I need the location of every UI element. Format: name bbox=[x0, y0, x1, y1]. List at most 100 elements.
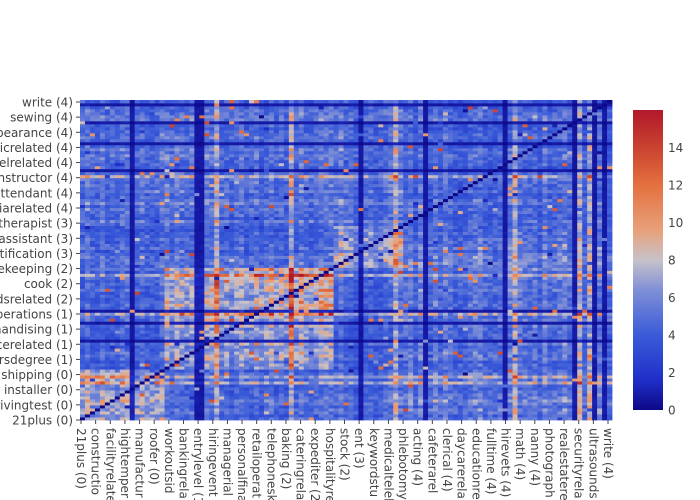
heatmap-cell bbox=[303, 306, 310, 310]
heatmap-cell bbox=[229, 387, 235, 391]
heatmap-cell bbox=[164, 336, 170, 340]
heatmap-cell bbox=[348, 288, 354, 292]
heatmap-cell bbox=[423, 321, 429, 325]
heatmap-cell bbox=[194, 345, 200, 349]
heatmap-cell bbox=[557, 369, 563, 373]
heatmap-cell bbox=[348, 402, 354, 406]
heatmap-cell bbox=[89, 360, 96, 364]
heatmap-cell bbox=[388, 339, 394, 343]
heatmap-cell bbox=[149, 333, 155, 337]
heatmap-cell bbox=[602, 327, 608, 331]
heatmap-cell bbox=[353, 369, 359, 373]
heatmap-cell bbox=[413, 369, 419, 373]
heatmap-cell bbox=[363, 363, 369, 367]
heatmap-cell bbox=[328, 399, 334, 403]
heatmap-cell bbox=[109, 300, 116, 304]
heatmap-cell bbox=[487, 312, 494, 316]
heatmap-cell bbox=[303, 285, 310, 289]
heatmap-cell bbox=[413, 363, 419, 367]
heatmap-cell bbox=[433, 297, 439, 301]
heatmap-cell bbox=[547, 414, 553, 418]
heatmap-cell bbox=[418, 402, 424, 406]
heatmap-cell bbox=[258, 309, 265, 313]
heatmap-cell bbox=[567, 345, 573, 349]
heatmap-cell bbox=[447, 306, 454, 310]
heatmap-cell bbox=[537, 363, 543, 367]
heatmap-cell bbox=[254, 279, 260, 283]
heatmap-cell bbox=[94, 327, 101, 331]
heatmap-cell bbox=[552, 348, 558, 352]
heatmap-cell bbox=[194, 330, 200, 334]
heatmap-cell bbox=[423, 393, 429, 397]
heatmap-cell bbox=[129, 333, 136, 337]
heatmap-cell bbox=[80, 378, 86, 382]
heatmap-cell bbox=[532, 351, 538, 355]
heatmap-cell bbox=[149, 387, 155, 391]
heatmap-cell bbox=[144, 357, 151, 361]
heatmap-cell bbox=[328, 300, 334, 304]
heatmap-cell bbox=[254, 297, 260, 301]
heatmap-cell bbox=[323, 396, 329, 400]
heatmap-cell bbox=[80, 303, 86, 307]
heatmap-cell bbox=[562, 309, 568, 313]
heatmap-cell bbox=[124, 375, 131, 379]
heatmap-cell bbox=[258, 366, 265, 370]
heatmap-cell bbox=[353, 321, 359, 325]
heatmap-cell bbox=[219, 300, 225, 304]
heatmap-cell bbox=[482, 312, 489, 316]
heatmap-cell bbox=[562, 387, 568, 391]
heatmap-cell bbox=[224, 354, 230, 358]
heatmap-cell bbox=[602, 333, 608, 337]
heatmap-cell bbox=[348, 375, 354, 379]
heatmap-cell bbox=[457, 393, 464, 397]
heatmap-cell bbox=[368, 300, 374, 304]
heatmap-cell bbox=[318, 399, 325, 403]
heatmap-cell bbox=[169, 363, 175, 367]
heatmap-cell bbox=[537, 366, 543, 370]
heatmap-cell bbox=[462, 303, 469, 307]
heatmap-cell bbox=[293, 312, 300, 316]
heatmap-cell bbox=[517, 297, 523, 301]
heatmap-cell bbox=[333, 318, 339, 322]
heatmap-cell bbox=[89, 414, 96, 418]
heatmap-cell bbox=[204, 345, 210, 349]
heatmap-cell bbox=[293, 318, 300, 322]
heatmap-cell bbox=[472, 417, 479, 421]
heatmap-cell bbox=[522, 393, 528, 397]
heatmap-cell bbox=[477, 414, 484, 418]
heatmap-cell bbox=[258, 297, 265, 301]
heatmap-cell bbox=[408, 294, 414, 298]
heatmap-cell bbox=[552, 321, 558, 325]
heatmap-cell bbox=[348, 360, 354, 364]
heatmap-cell bbox=[562, 297, 568, 301]
heatmap-cell bbox=[268, 306, 275, 310]
heatmap-cell bbox=[413, 414, 419, 418]
heatmap-cell bbox=[244, 366, 250, 370]
heatmap-cell bbox=[268, 333, 275, 337]
heatmap-cell bbox=[418, 285, 424, 289]
heatmap-cell bbox=[164, 366, 170, 370]
heatmap-cell bbox=[109, 324, 116, 328]
heatmap-cell bbox=[298, 393, 305, 397]
heatmap-cell bbox=[134, 387, 141, 391]
heatmap-cell bbox=[224, 291, 230, 295]
heatmap-cell bbox=[119, 393, 126, 397]
heatmap-cell bbox=[393, 351, 399, 355]
heatmap-cell bbox=[239, 396, 245, 400]
heatmap-cell bbox=[408, 354, 414, 358]
heatmap-cell bbox=[159, 288, 165, 292]
heatmap-cell bbox=[293, 417, 300, 421]
heatmap-cell bbox=[547, 396, 553, 400]
heatmap-cell bbox=[189, 315, 195, 319]
heatmap-cell bbox=[303, 369, 310, 373]
heatmap-cell bbox=[467, 366, 474, 370]
heatmap-cell bbox=[383, 327, 389, 331]
heatmap-cell bbox=[144, 375, 151, 379]
heatmap-cell bbox=[487, 288, 494, 292]
heatmap-cell bbox=[542, 387, 548, 391]
heatmap-cell bbox=[164, 291, 170, 295]
heatmap-cell bbox=[512, 417, 518, 421]
heatmap-cell bbox=[507, 285, 513, 289]
heatmap-cell bbox=[447, 375, 454, 379]
heatmap-cell bbox=[84, 381, 91, 385]
